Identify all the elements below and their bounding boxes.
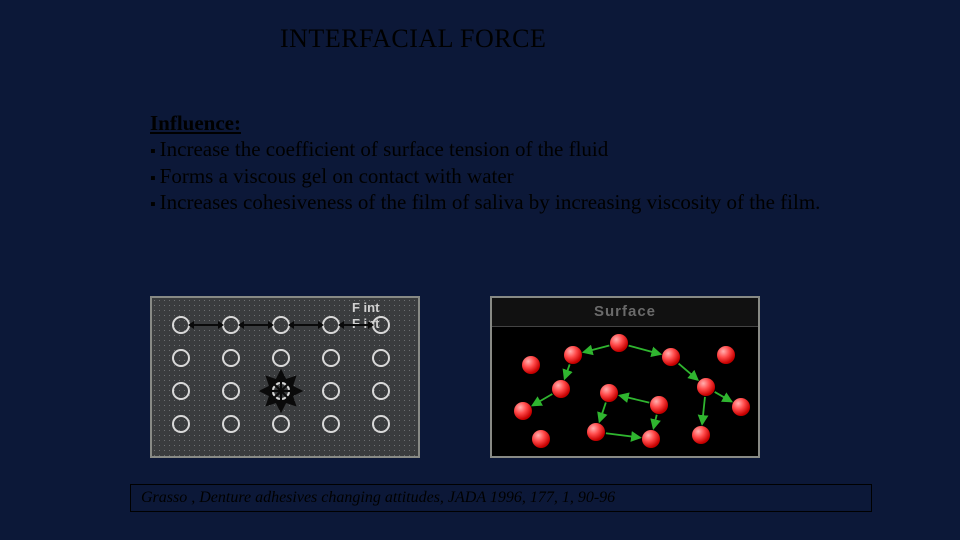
adhesive-particle: [600, 384, 618, 402]
influence-heading: Influence:: [150, 110, 830, 136]
adhesive-particle: [610, 334, 628, 352]
surface-tension-diagram: F intF int: [150, 296, 420, 458]
adhesive-particle: [732, 398, 750, 416]
bullet-item: Increases cohesiveness of the film of sa…: [150, 189, 830, 215]
panel-a-bg: F intF int: [152, 298, 418, 456]
adhesion-arrow: [599, 402, 605, 421]
adhesion-arrow: [620, 396, 650, 403]
adhesion-arrow: [629, 346, 661, 355]
adhesion-arrow: [533, 394, 553, 405]
adhesive-particle: [650, 396, 668, 414]
adhesion-arrow: [654, 415, 657, 429]
adhesive-particle: [514, 402, 532, 420]
adhesion-arrow: [702, 397, 705, 424]
slide: INTERFACIAL FORCE Influence: Increase th…: [0, 0, 960, 540]
adhesion-network-diagram: Surface: [490, 296, 760, 458]
adhesion-arrow: [565, 364, 570, 378]
adhesive-particle: [697, 378, 715, 396]
radial-arrows: [152, 298, 418, 456]
slide-title: INTERFACIAL FORCE: [280, 24, 546, 54]
adhesion-arrow: [715, 392, 732, 402]
panel-b-arrows: [492, 298, 758, 456]
adhesion-arrow: [679, 364, 698, 380]
adhesion-arrow: [606, 433, 640, 437]
adhesive-particle: [587, 423, 605, 441]
bullet-item: Forms a viscous gel on contact with wate…: [150, 163, 830, 189]
adhesive-particle: [662, 348, 680, 366]
adhesive-particle: [717, 346, 735, 364]
adhesive-particle: [564, 346, 582, 364]
adhesive-particle: [522, 356, 540, 374]
diagram-row: F intF int Surface: [150, 296, 760, 458]
body-text: Influence: Increase the coefficient of s…: [150, 110, 830, 215]
adhesive-particle: [642, 430, 660, 448]
citation-box: Grasso , Denture adhesives changing atti…: [130, 484, 872, 512]
bullet-item: Increase the coefficient of surface tens…: [150, 136, 830, 162]
adhesive-particle: [692, 426, 710, 444]
adhesive-particle: [552, 380, 570, 398]
adhesive-particle: [532, 430, 550, 448]
adhesion-arrow: [584, 346, 610, 353]
